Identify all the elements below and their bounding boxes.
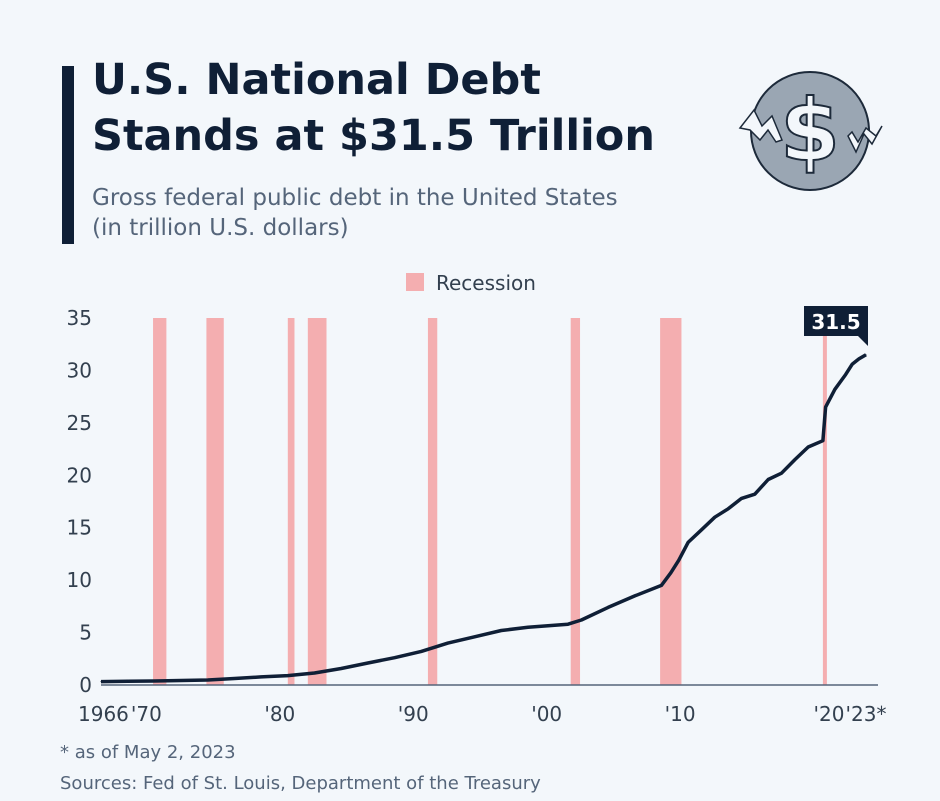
x-tick-label: '10 xyxy=(665,702,696,726)
recession-band xyxy=(307,318,327,685)
annotation-box xyxy=(804,306,868,336)
dollar-coin-icon: $ xyxy=(738,71,883,191)
recession-band xyxy=(570,318,581,685)
data-point xyxy=(825,406,827,408)
data-point xyxy=(700,529,702,531)
data-point xyxy=(527,626,529,628)
recession-band xyxy=(287,318,295,685)
svg-text:$: $ xyxy=(780,81,840,181)
data-point xyxy=(394,657,396,659)
y-tick-label: 15 xyxy=(67,516,92,540)
data-point xyxy=(741,497,743,499)
footnote: * as of May 2, 2023 xyxy=(60,742,236,763)
data-point xyxy=(153,680,155,682)
recession-band xyxy=(660,318,682,685)
data-point xyxy=(767,478,769,480)
recession-band xyxy=(206,318,224,685)
x-tick-label: '80 xyxy=(264,702,295,726)
data-point xyxy=(845,374,847,376)
y-tick-label: 30 xyxy=(67,358,92,382)
subtitle: Gross federal public debt in the United … xyxy=(92,185,618,241)
debt-series-line xyxy=(100,353,867,684)
data-point xyxy=(660,584,662,586)
data-point xyxy=(260,676,262,678)
recession-band xyxy=(153,318,167,685)
y-tick-label: 20 xyxy=(67,463,92,487)
data-point xyxy=(822,440,824,442)
data-point xyxy=(554,624,556,626)
title-accent-bar xyxy=(62,66,74,244)
data-point xyxy=(314,672,316,674)
data-point xyxy=(580,619,582,621)
data-point xyxy=(781,472,783,474)
data-point xyxy=(420,650,422,652)
x-tick-label: '00 xyxy=(531,702,562,726)
y-tick-label: 0 xyxy=(79,673,92,697)
x-tick-label: 1966 xyxy=(78,702,129,726)
annotation-pointer xyxy=(858,336,868,346)
x-tick-label: '20 xyxy=(814,702,845,726)
recession-band xyxy=(822,318,827,685)
data-point xyxy=(794,459,796,461)
x-tick-label: '90 xyxy=(398,702,429,726)
y-tick-label: 35 xyxy=(67,306,92,330)
data-point xyxy=(634,595,636,597)
data-point xyxy=(678,559,680,561)
x-tick-label: '23* xyxy=(846,702,887,726)
data-point xyxy=(233,677,235,679)
legend-label-recession: Recession xyxy=(436,271,536,295)
data-point xyxy=(447,642,449,644)
data-point xyxy=(100,681,102,683)
data-point xyxy=(474,636,476,638)
debt-line-chart: Recession 0 5 10 15 20 25 30 35 1966'70 '80 '90 '00 '… xyxy=(67,271,887,726)
data-point xyxy=(127,680,129,682)
data-point xyxy=(500,629,502,631)
y-tick-label: 10 xyxy=(67,568,92,592)
y-tick-label: 25 xyxy=(67,411,92,435)
data-point xyxy=(858,358,860,360)
annotation-label: 31.5 xyxy=(811,310,860,334)
data-point xyxy=(865,354,867,356)
x-tick-label: '70 xyxy=(131,702,162,726)
y-tick-label: 5 xyxy=(79,621,92,645)
data-point xyxy=(754,493,756,495)
data-point xyxy=(180,679,182,681)
data-point xyxy=(851,363,853,365)
recession-band xyxy=(427,318,438,685)
data-point xyxy=(287,675,289,677)
page-title: U.S. National Debt Stands at $31.5 Trilli… xyxy=(92,55,655,161)
data-point xyxy=(714,516,716,518)
data-point xyxy=(607,606,609,608)
data-point xyxy=(340,668,342,670)
data-point xyxy=(207,679,209,681)
legend-swatch-recession xyxy=(406,273,424,291)
data-point xyxy=(834,388,836,390)
data-point xyxy=(807,446,809,448)
data-point xyxy=(727,508,729,510)
sources: Sources: Fed of St. Louis, Department of… xyxy=(60,773,541,794)
data-point xyxy=(670,572,672,574)
data-point xyxy=(687,541,689,543)
data-point xyxy=(567,623,569,625)
data-point xyxy=(367,662,369,664)
